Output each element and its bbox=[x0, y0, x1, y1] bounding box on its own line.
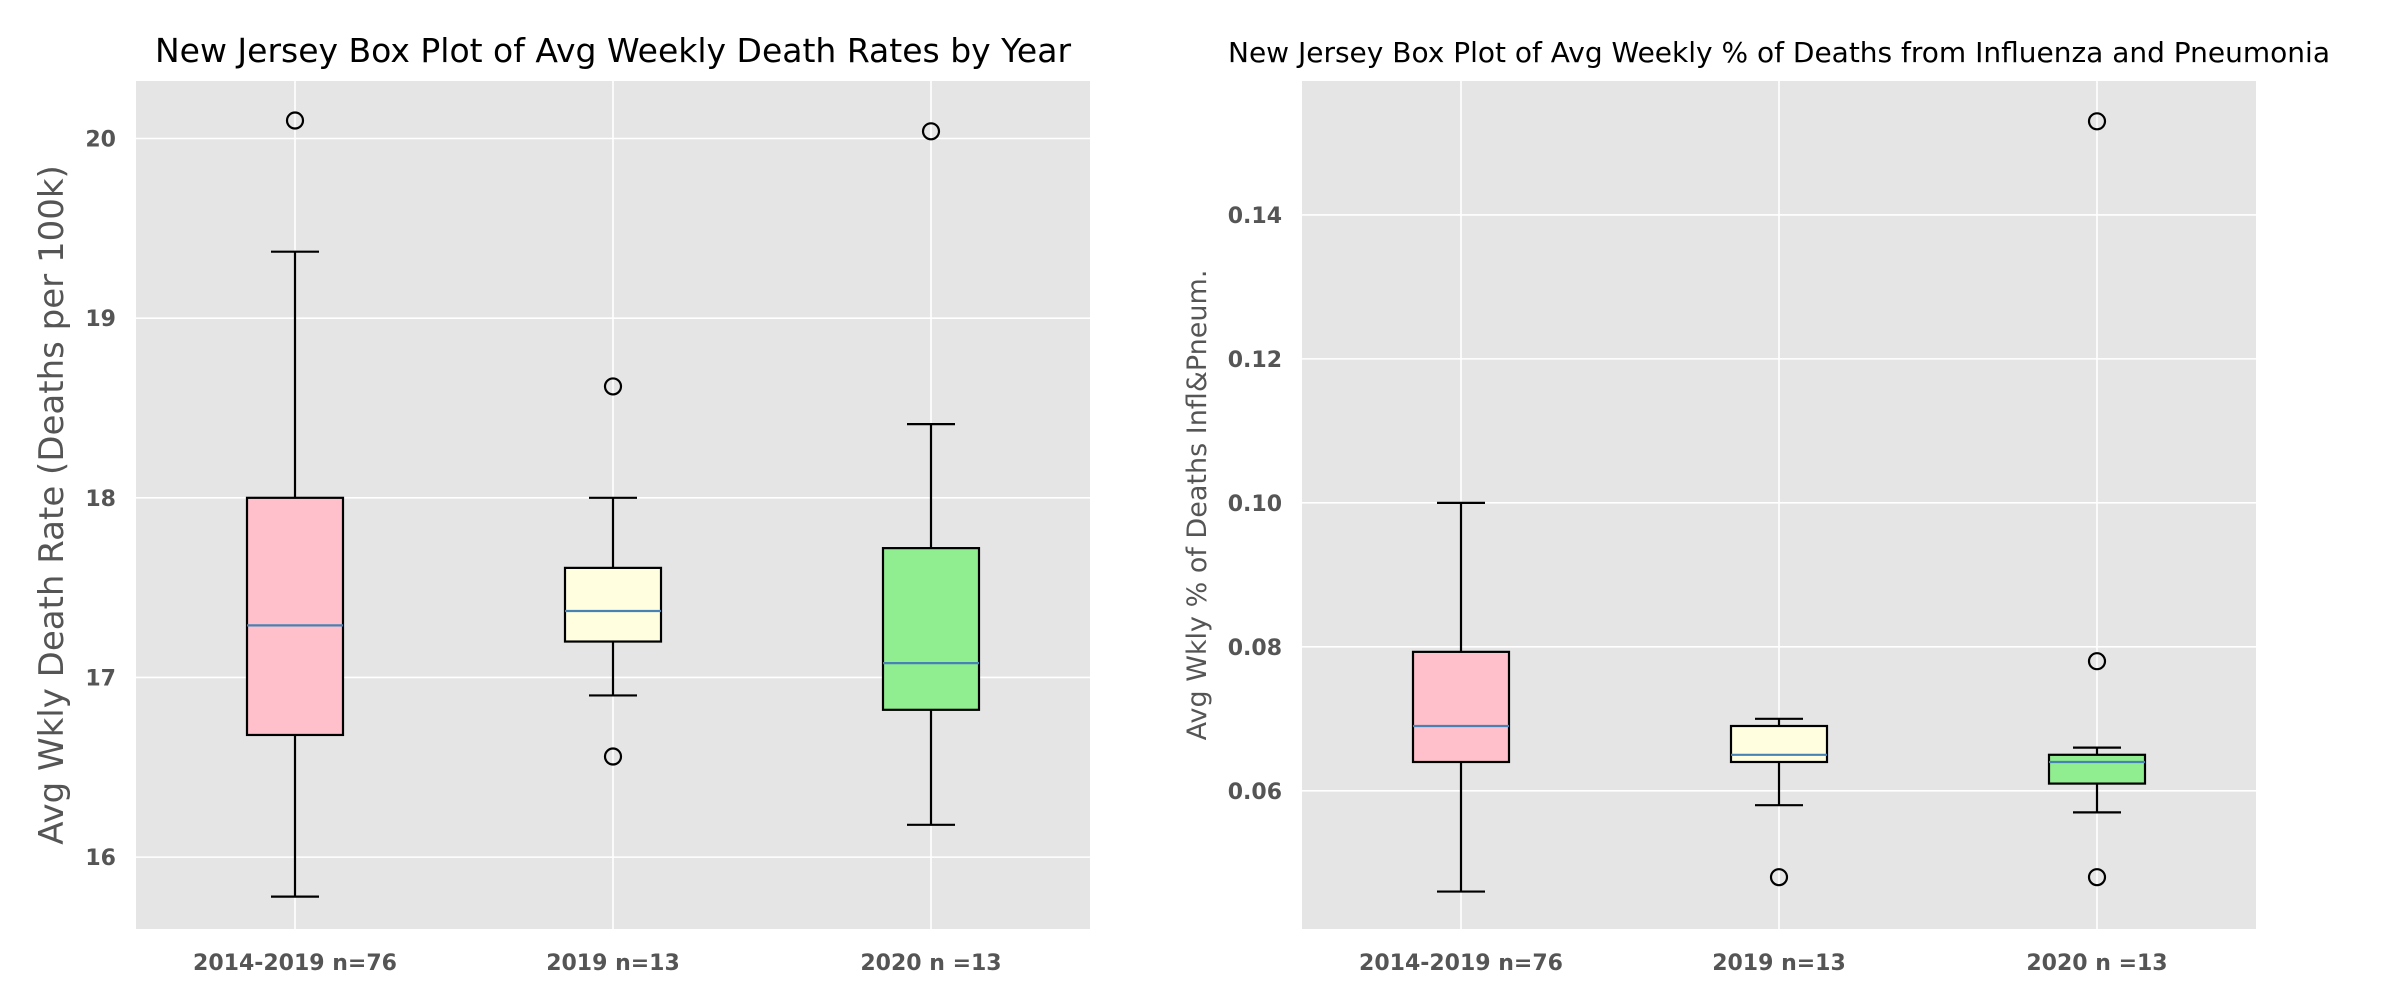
death-rate-boxplot-panel: 16 17 18 19 20 2014-2019 n=76 2019 n=13 2020 n… bbox=[32, 31, 1090, 976]
outlier-point bbox=[285, 111, 305, 130]
outlier-point bbox=[2087, 868, 2107, 887]
box-1 bbox=[245, 111, 345, 898]
outlier-point bbox=[603, 377, 623, 396]
outlier-point bbox=[1769, 868, 1789, 887]
outlier-point bbox=[921, 122, 941, 141]
y-tick-label: 19 bbox=[85, 307, 116, 332]
iqr-box bbox=[1729, 724, 1829, 764]
x-tick-labels: 2014-2019 n=76 2019 n=13 2020 n =13 bbox=[193, 951, 1002, 976]
chart-title: New Jersey Box Plot of Avg Weekly Death … bbox=[155, 31, 1072, 70]
box-series bbox=[1411, 112, 2147, 893]
iqr-box bbox=[563, 566, 663, 643]
y-tick-label: 0.08 bbox=[1228, 636, 1282, 661]
box-3 bbox=[881, 122, 981, 826]
x-tick-label: 2019 n=13 bbox=[546, 951, 680, 976]
outlier-point bbox=[603, 747, 623, 766]
x-tick-label: 2014-2019 n=76 bbox=[1359, 951, 1563, 976]
box-2 bbox=[1729, 717, 1829, 887]
y-tick-labels: 16 17 18 19 20 bbox=[85, 127, 116, 871]
x-tick-label: 2020 n =13 bbox=[860, 951, 1001, 976]
box-3 bbox=[2047, 112, 2147, 887]
iqr-box bbox=[245, 496, 345, 737]
iqr-box bbox=[2047, 753, 2147, 785]
box-2 bbox=[563, 377, 663, 766]
y-tick-label: 20 bbox=[85, 127, 116, 152]
chart-title: New Jersey Box Plot of Avg Weekly % of D… bbox=[1228, 36, 2330, 69]
x-tick-label: 2019 n=13 bbox=[1712, 951, 1846, 976]
outlier-point bbox=[2087, 112, 2107, 131]
influenza-pneumonia-boxplot-panel: 0.06 0.08 0.10 0.12 0.14 2014-2019 n=76 2019 … bbox=[1182, 36, 2330, 976]
y-tick-label: 17 bbox=[85, 666, 116, 691]
y-tick-label: 0.06 bbox=[1228, 780, 1282, 805]
x-tick-label: 2014-2019 n=76 bbox=[193, 951, 397, 976]
y-axis-label: Avg Wkly Death Rate (Deaths per 100k) bbox=[32, 165, 72, 845]
outlier-point bbox=[2087, 652, 2107, 671]
y-tick-label: 18 bbox=[85, 487, 116, 512]
iqr-box bbox=[881, 547, 981, 711]
x-tick-label: 2020 n =13 bbox=[2026, 951, 2167, 976]
y-tick-labels: 0.06 0.08 0.10 0.12 0.14 bbox=[1228, 204, 1282, 805]
y-tick-label: 0.10 bbox=[1228, 492, 1282, 517]
iqr-box bbox=[1411, 650, 1511, 764]
y-tick-label: 16 bbox=[85, 846, 116, 871]
x-tick-labels: 2014-2019 n=76 2019 n=13 2020 n =13 bbox=[1359, 951, 2168, 976]
box-series bbox=[245, 111, 981, 898]
y-axis-label: Avg Wkly % of Deaths Infl&Pneum. bbox=[1182, 270, 1213, 741]
y-tick-label: 0.14 bbox=[1228, 204, 1282, 229]
y-tick-label: 0.12 bbox=[1228, 348, 1282, 373]
box-1 bbox=[1411, 501, 1511, 893]
